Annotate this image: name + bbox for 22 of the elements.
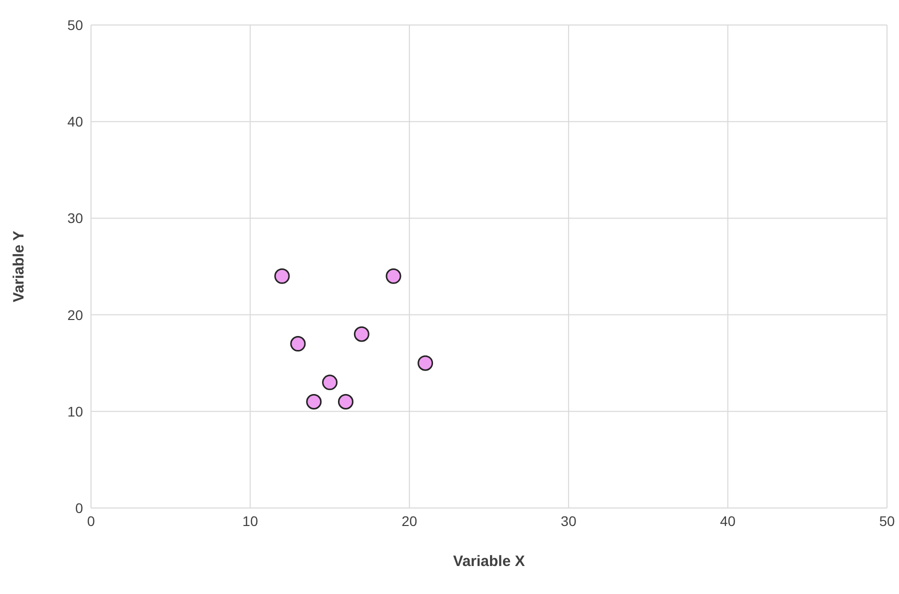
x-tick-label: 50 [879, 512, 895, 529]
point [338, 394, 354, 410]
y-tick-label: 20 [67, 306, 84, 323]
y-tick-label: 40 [67, 114, 84, 130]
point [274, 268, 290, 284]
y-axis-title: Variable Y [10, 230, 28, 302]
x-tick-label: 40 [720, 512, 736, 529]
y-tick-label: 0 [75, 500, 84, 516]
point [306, 394, 322, 410]
point [290, 336, 306, 352]
y-tick-label: 10 [67, 403, 84, 420]
point [418, 355, 434, 371]
y-tick-label: 30 [67, 210, 84, 226]
x-tick-label: 0 [87, 512, 96, 529]
x-tick-label: 20 [402, 512, 418, 529]
point [354, 326, 370, 342]
x-tick-label: 10 [242, 512, 258, 529]
point [386, 268, 402, 284]
point [322, 374, 338, 390]
y-tick-label: 50 [67, 16, 84, 33]
x-tick-label: 30 [560, 512, 577, 529]
x-axis-title: Variable X [453, 553, 525, 570]
